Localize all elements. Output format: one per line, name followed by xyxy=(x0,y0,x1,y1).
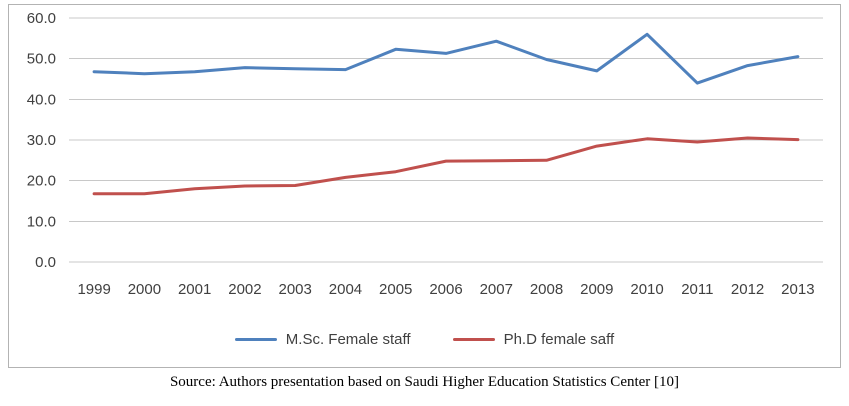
svg-text:30.0: 30.0 xyxy=(27,132,56,149)
chart-legend: M.Sc. Female staff Ph.D female saff xyxy=(9,317,840,361)
svg-text:2005: 2005 xyxy=(379,281,412,298)
source-caption: Source: Authors presentation based on Sa… xyxy=(169,374,680,390)
legend-line-swatch-msc xyxy=(234,337,277,341)
svg-text:50.0: 50.0 xyxy=(27,51,56,68)
svg-text:2002: 2002 xyxy=(228,281,261,298)
svg-text:2004: 2004 xyxy=(329,281,362,298)
svg-text:2010: 2010 xyxy=(630,281,663,298)
svg-text:2012: 2012 xyxy=(731,281,764,298)
svg-text:2009: 2009 xyxy=(580,281,613,298)
svg-text:2006: 2006 xyxy=(429,281,462,298)
svg-text:2007: 2007 xyxy=(480,281,513,298)
svg-text:0.0: 0.0 xyxy=(35,254,56,271)
svg-text:2011: 2011 xyxy=(681,281,713,298)
svg-text:40.0: 40.0 xyxy=(27,91,56,108)
svg-text:2001: 2001 xyxy=(178,281,211,298)
svg-text:1999: 1999 xyxy=(77,281,110,298)
svg-text:60.0: 60.0 xyxy=(27,10,56,27)
chart-frame: 0.0 10.0 20.0 30.0 40.0 50.0 60.0 1999 2000 2001 2… xyxy=(8,4,841,368)
svg-text:10.0: 10.0 xyxy=(27,213,56,230)
legend-item-phd-female-staff: Ph.D female saff xyxy=(452,330,615,348)
svg-text:20.0: 20.0 xyxy=(27,173,56,190)
svg-text:2013: 2013 xyxy=(781,281,814,298)
legend-line-swatch-phd xyxy=(452,337,495,341)
svg-text:2000: 2000 xyxy=(128,281,161,298)
line-chart: 0.0 10.0 20.0 30.0 40.0 50.0 60.0 1999 2000 2001 2… xyxy=(27,10,823,298)
svg-text:2008: 2008 xyxy=(530,281,563,298)
legend-label-msc: M.Sc. Female staff xyxy=(285,330,411,348)
svg-text:2003: 2003 xyxy=(279,281,312,298)
legend-label-phd: Ph.D female saff xyxy=(503,330,615,348)
legend-item-msc-female-staff: M.Sc. Female staff xyxy=(234,330,411,348)
